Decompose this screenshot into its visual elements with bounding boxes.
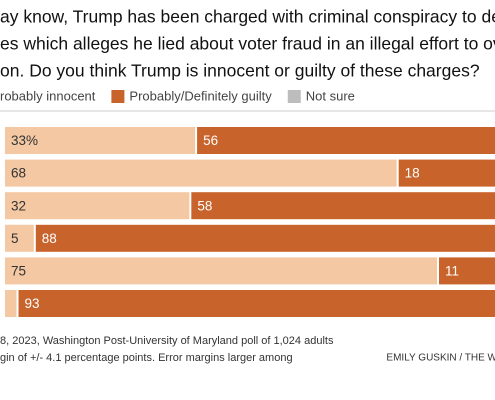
bar-segment bbox=[398, 159, 495, 187]
legend-label: robably innocent bbox=[0, 88, 96, 103]
value-label: 33% bbox=[11, 133, 38, 148]
legend-label: Not sure bbox=[306, 88, 355, 103]
legend-swatch bbox=[287, 90, 301, 103]
value-label: 93 bbox=[25, 296, 40, 311]
value-label: 58 bbox=[197, 198, 212, 213]
legend-swatch bbox=[111, 90, 125, 103]
bar-segment bbox=[5, 127, 196, 154]
legend-label: Probably/Definitely guilty bbox=[129, 88, 272, 103]
footer-line: 8, 2023, Washington Post-University of M… bbox=[0, 335, 334, 347]
bar-segment bbox=[18, 290, 495, 317]
value-label: 5 bbox=[11, 231, 19, 246]
value-label: 56 bbox=[203, 133, 218, 148]
bar-segment bbox=[197, 127, 495, 154]
title-line: ay know, Trump has been charged with cri… bbox=[0, 7, 495, 27]
value-label: 75 bbox=[11, 263, 26, 278]
bar-segment bbox=[5, 224, 34, 252]
value-label: 11 bbox=[445, 263, 459, 278]
bar-segment bbox=[5, 257, 437, 285]
bar-segment bbox=[191, 192, 495, 220]
value-label: 18 bbox=[405, 166, 420, 181]
bar-segment bbox=[439, 257, 495, 285]
value-label: 68 bbox=[11, 166, 26, 181]
title-line: es which alleges he lied about voter fra… bbox=[0, 34, 495, 54]
bar-segment bbox=[5, 159, 397, 187]
value-label: 32 bbox=[11, 198, 26, 213]
bar-segment bbox=[5, 290, 17, 317]
bar-segment bbox=[35, 224, 495, 252]
credit: EMILY GUSKIN / THE W bbox=[386, 353, 495, 364]
title-line: on. Do you think Trump is innocent or gu… bbox=[0, 61, 480, 81]
footer-line: gin of +/- 4.1 percentage points. Error … bbox=[0, 352, 293, 364]
value-label: 88 bbox=[42, 231, 57, 246]
bar-segment bbox=[5, 192, 190, 220]
